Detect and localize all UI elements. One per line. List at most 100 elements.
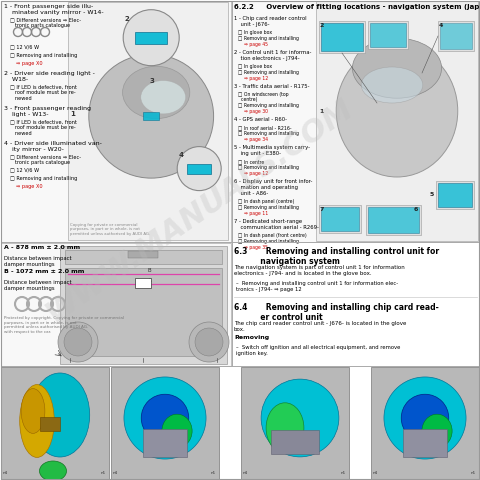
Circle shape <box>261 379 339 457</box>
Text: 1 - Front passenger side illu-
    minated vanity mirror - W14-: 1 - Front passenger side illu- minated v… <box>4 4 104 15</box>
Text: ⇒ page 12: ⇒ page 12 <box>244 76 268 81</box>
Text: 1: 1 <box>319 109 324 114</box>
Bar <box>403 429 446 456</box>
Ellipse shape <box>39 461 67 480</box>
Ellipse shape <box>21 389 45 433</box>
Text: Protected by copyright. Copying for private or commercial
purposes, in part or i: Protected by copyright. Copying for priv… <box>4 316 124 334</box>
Circle shape <box>124 377 206 459</box>
Text: Distance between impact
damper mountings: Distance between impact damper mountings <box>4 280 72 291</box>
Text: □ Removing and installing: □ Removing and installing <box>238 239 299 244</box>
Bar <box>241 367 349 479</box>
Text: –  Switch off ignition and all electrical equipment, and remove
ignition key.: – Switch off ignition and all electrical… <box>236 345 400 356</box>
Text: □ Removing and installing: □ Removing and installing <box>238 70 299 75</box>
Text: 6.4       Removing and installing chip card read-
          er control unit: 6.4 Removing and installing chip card re… <box>234 303 439 323</box>
Bar <box>1 243 231 366</box>
Text: 4: 4 <box>178 152 183 157</box>
Bar <box>368 207 419 233</box>
Circle shape <box>123 10 179 66</box>
Text: 4 - GPS aerial - R60-: 4 - GPS aerial - R60- <box>234 117 287 122</box>
Text: □ In centre: □ In centre <box>238 159 264 164</box>
Text: A - 878 mm ± 2.0 mm: A - 878 mm ± 2.0 mm <box>4 245 80 250</box>
Text: 1: 1 <box>70 111 75 117</box>
Text: ⇒ page 30: ⇒ page 30 <box>244 109 268 114</box>
Text: 6.2.2     Overview of fitting locations - navigation system (Japan only): 6.2.2 Overview of fitting locations - na… <box>234 4 480 10</box>
Ellipse shape <box>89 54 214 178</box>
Bar <box>135 32 167 44</box>
Text: The navigation system is part of control unit 1 for information
electronics - J7: The navigation system is part of control… <box>234 265 405 276</box>
Circle shape <box>195 328 223 356</box>
Text: ⇒ page 11: ⇒ page 11 <box>244 211 268 216</box>
Text: ⇒ page 34: ⇒ page 34 <box>244 137 268 142</box>
Text: 2 - Control unit 1 for informa-
    tion electronics - J794-: 2 - Control unit 1 for informa- tion ele… <box>234 50 312 61</box>
Text: □ Different versions ⇒ Elec-
   tronic parts catalogue: □ Different versions ⇒ Elec- tronic part… <box>10 17 81 28</box>
Text: ⇒ page X0: ⇒ page X0 <box>16 184 43 189</box>
Bar <box>68 2 228 240</box>
Text: 6 - Display unit for front infor-
    mation and operating
    unit - A86-: 6 - Display unit for front infor- mation… <box>234 179 312 196</box>
Bar <box>436 181 474 209</box>
Text: □ Different versions ⇒ Elec-
   tronic parts catalogue: □ Different versions ⇒ Elec- tronic part… <box>10 154 81 165</box>
Text: 1 - Chip card reader control
    unit - J676-: 1 - Chip card reader control unit - J676… <box>234 16 307 27</box>
Text: □ In glove box: □ In glove box <box>238 30 272 35</box>
Text: Distance between impact
damper mountings: Distance between impact damper mountings <box>4 256 72 267</box>
Text: ⇒ page X0: ⇒ page X0 <box>16 61 43 66</box>
Bar <box>128 251 158 258</box>
Text: □ In roof aerial - R216-: □ In roof aerial - R216- <box>238 125 291 130</box>
Bar <box>321 23 363 51</box>
Ellipse shape <box>336 45 458 177</box>
Text: □ In glove box: □ In glove box <box>238 64 272 69</box>
Ellipse shape <box>141 81 186 114</box>
Bar <box>366 205 421 235</box>
Text: n1: n1 <box>341 471 346 475</box>
Text: 7 - Dedicated short-range
    communication aerial - R269-: 7 - Dedicated short-range communication … <box>234 219 319 230</box>
Ellipse shape <box>361 67 423 103</box>
Ellipse shape <box>30 373 90 457</box>
Text: n4: n4 <box>373 471 378 475</box>
Circle shape <box>58 322 98 362</box>
Bar <box>271 430 319 455</box>
Text: ⇒ page 45: ⇒ page 45 <box>244 42 268 47</box>
Text: 5: 5 <box>430 192 434 197</box>
Text: ⇒ page 12: ⇒ page 12 <box>244 171 268 176</box>
Circle shape <box>141 394 189 442</box>
Text: 3: 3 <box>149 78 154 84</box>
Bar <box>438 21 474 51</box>
Text: n1: n1 <box>101 471 106 475</box>
Circle shape <box>384 377 466 459</box>
Text: 2: 2 <box>320 23 324 28</box>
Text: 4: 4 <box>439 23 444 28</box>
Bar <box>1 367 109 479</box>
Text: –  Removing and installing control unit 1 for information elec-
tronics - J794- : – Removing and installing control unit 1… <box>236 281 398 292</box>
Text: □ Removing and installing: □ Removing and installing <box>10 53 77 58</box>
Text: n1: n1 <box>211 471 216 475</box>
Bar <box>65 250 222 264</box>
Text: □ On windscreen (top
  centre): □ On windscreen (top centre) <box>238 92 288 102</box>
Bar <box>232 243 479 366</box>
Text: 2: 2 <box>124 16 129 22</box>
Text: 7: 7 <box>320 207 324 212</box>
Bar <box>135 278 151 288</box>
Text: n4: n4 <box>3 471 8 475</box>
Bar <box>368 21 408 49</box>
Bar <box>319 205 361 233</box>
Ellipse shape <box>352 38 442 98</box>
Ellipse shape <box>20 384 54 457</box>
Text: ⇒ page 35: ⇒ page 35 <box>244 245 268 250</box>
Text: Copying for private or commercial
purposes, in part or in whole, is not
permitte: Copying for private or commercial purpos… <box>70 223 150 236</box>
Text: □ Removing and installing: □ Removing and installing <box>238 165 299 170</box>
Text: n4: n4 <box>113 471 118 475</box>
Text: □ If LED is defective, front
   roof module must be re-
   newed: □ If LED is defective, front roof module… <box>10 119 77 136</box>
Text: □ Removing and installing: □ Removing and installing <box>238 103 299 108</box>
Bar <box>438 183 472 207</box>
Bar <box>316 1 478 241</box>
Bar <box>371 367 479 479</box>
Text: WWW.MANUALS.COM: WWW.MANUALS.COM <box>41 93 359 327</box>
Bar <box>143 112 159 120</box>
Circle shape <box>189 322 229 362</box>
Text: □ If LED is defective, front
   roof module must be re-
   newed: □ If LED is defective, front roof module… <box>10 84 77 101</box>
Bar <box>319 21 365 53</box>
Text: n1: n1 <box>471 471 476 475</box>
Bar <box>187 164 211 174</box>
Ellipse shape <box>266 403 304 453</box>
Bar <box>40 417 60 431</box>
Text: n4: n4 <box>243 471 248 475</box>
